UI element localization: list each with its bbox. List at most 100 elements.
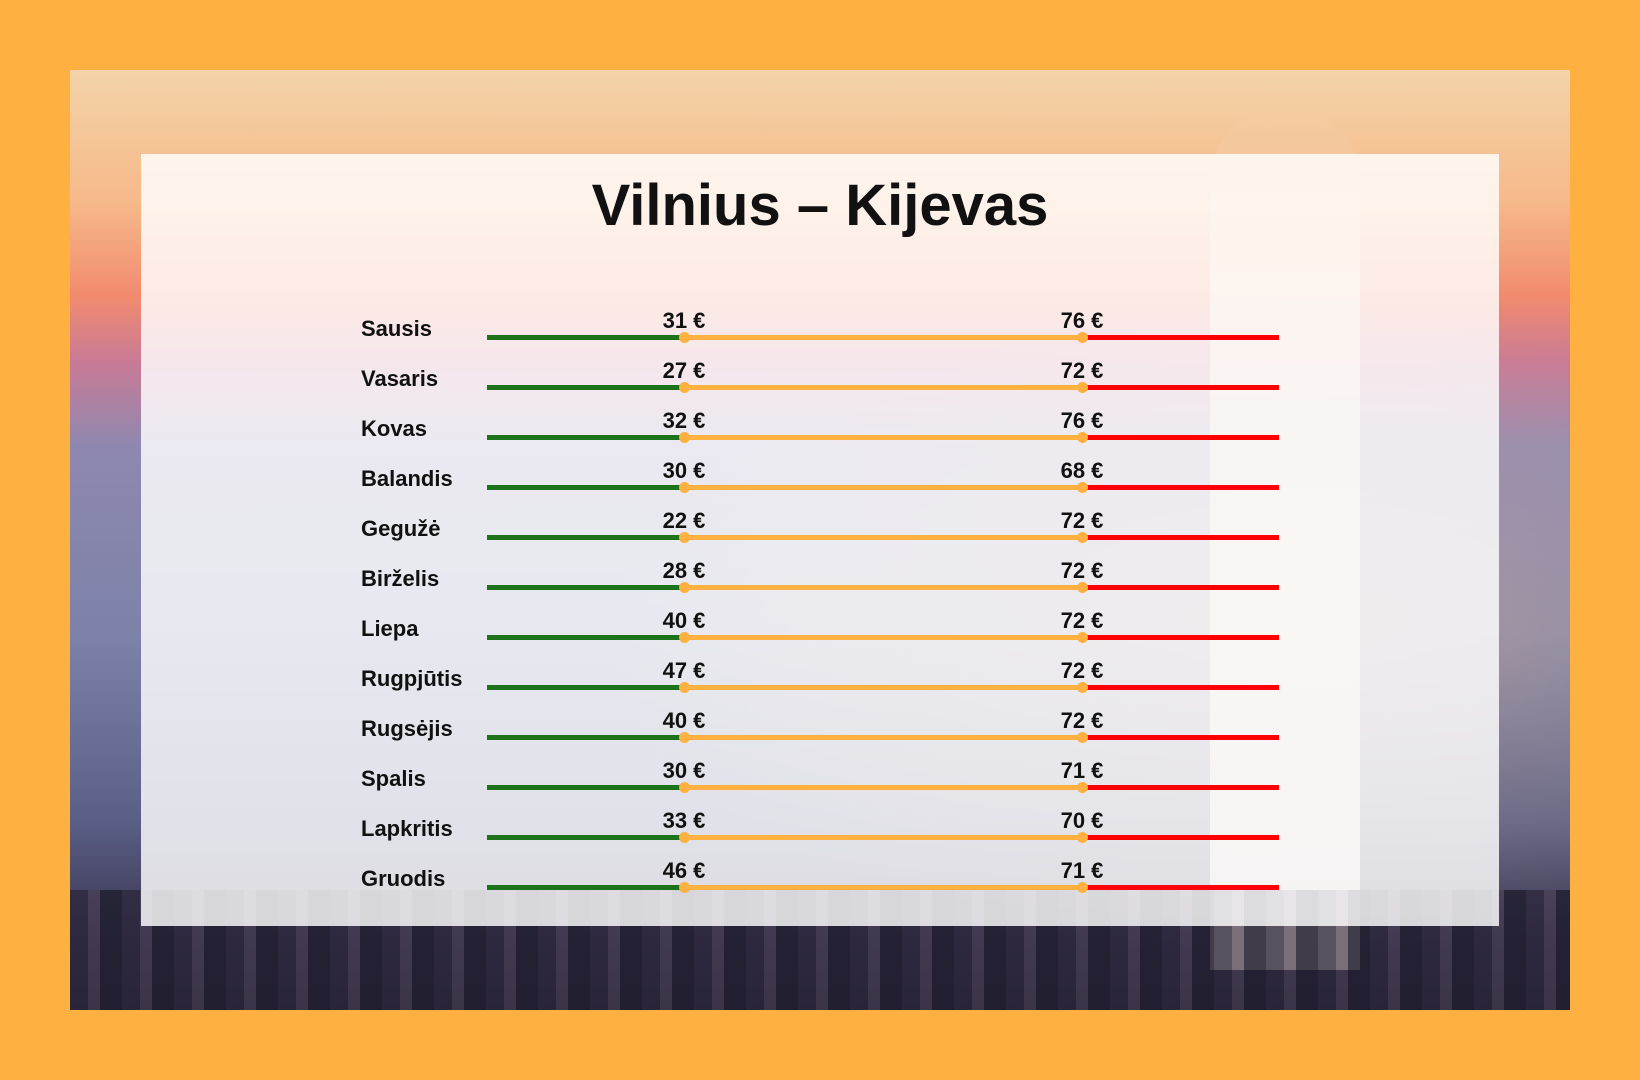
high-price-dot (1077, 382, 1088, 393)
high-price-dot (1077, 582, 1088, 593)
month-label: Gegužė (361, 516, 441, 541)
high-price-dot (1077, 532, 1088, 543)
low-segment (487, 635, 684, 640)
mid-segment (684, 735, 1082, 740)
high-price-dot (1077, 482, 1088, 493)
mid-segment (684, 885, 1082, 890)
month-label: Kovas (361, 416, 428, 441)
low-price-label: 30 € (662, 458, 706, 483)
high-segment (1082, 485, 1279, 490)
high-price-dot (1077, 782, 1088, 793)
mid-segment (684, 385, 1082, 390)
month-label: Rugsėjis (361, 716, 453, 741)
high-price-dot (1077, 682, 1088, 693)
high-price-label: 71 € (1060, 858, 1104, 883)
low-price-dot (679, 582, 690, 593)
high-price-label: 72 € (1060, 658, 1104, 683)
high-segment (1082, 635, 1279, 640)
high-price-label: 70 € (1060, 808, 1104, 833)
high-segment (1082, 535, 1279, 540)
chart-title: Vilnius – Kijevas (591, 173, 1049, 238)
high-price-dot (1077, 332, 1088, 343)
low-price-label: 40 € (662, 608, 706, 633)
high-segment (1082, 685, 1279, 690)
high-segment (1082, 335, 1279, 340)
low-price-label: 28 € (662, 558, 706, 583)
high-price-label: 72 € (1060, 708, 1104, 733)
low-segment (487, 385, 684, 390)
low-price-dot (679, 482, 690, 493)
low-price-dot (679, 332, 690, 343)
low-segment (487, 435, 684, 440)
month-label: Rugpjūtis (361, 666, 463, 691)
mid-segment (684, 785, 1082, 790)
high-price-label: 72 € (1060, 558, 1104, 583)
mid-segment (684, 435, 1082, 440)
mid-segment (684, 585, 1082, 590)
low-segment (487, 585, 684, 590)
high-price-dot (1077, 832, 1088, 843)
chart-row: Liepa 40 € 72 € (0, 608, 1640, 658)
high-price-label: 72 € (1060, 508, 1104, 533)
low-segment (487, 335, 684, 340)
low-price-dot (679, 632, 690, 643)
low-price-dot (679, 882, 690, 893)
low-segment (487, 535, 684, 540)
mid-segment (684, 685, 1082, 690)
mid-segment (684, 535, 1082, 540)
low-price-dot (679, 432, 690, 443)
chart-row: Vasaris 27 € 72 € (0, 358, 1640, 408)
mid-segment (684, 835, 1082, 840)
chart-row: Gruodis 46 € 71 € (0, 858, 1640, 908)
low-price-dot (679, 382, 690, 393)
low-price-label: 22 € (662, 508, 706, 533)
low-price-label: 27 € (662, 358, 706, 383)
chart-row: Gegužė 22 € 72 € (0, 508, 1640, 558)
high-segment (1082, 585, 1279, 590)
low-price-label: 31 € (662, 308, 706, 333)
month-label: Sausis (361, 316, 432, 341)
chart-row: Spalis 30 € 71 € (0, 758, 1640, 808)
low-price-label: 46 € (662, 858, 706, 883)
month-label: Spalis (361, 766, 426, 791)
chart-row: Rugpjūtis 47 € 72 € (0, 658, 1640, 708)
chart-row: Lapkritis 33 € 70 € (0, 808, 1640, 858)
high-price-label: 68 € (1060, 458, 1104, 483)
low-price-dot (679, 682, 690, 693)
chart-panel (141, 154, 1499, 926)
mid-segment (684, 485, 1082, 490)
low-segment (487, 735, 684, 740)
high-segment (1082, 385, 1279, 390)
low-price-dot (679, 832, 690, 843)
high-price-label: 71 € (1060, 758, 1104, 783)
high-price-dot (1077, 882, 1088, 893)
low-price-dot (679, 782, 690, 793)
low-segment (487, 885, 684, 890)
high-price-label: 72 € (1060, 608, 1104, 633)
low-price-label: 47 € (662, 658, 706, 683)
high-segment (1082, 785, 1279, 790)
mid-segment (684, 335, 1082, 340)
chart-row: Kovas 32 € 76 € (0, 408, 1640, 458)
low-price-dot (679, 732, 690, 743)
high-price-dot (1077, 632, 1088, 643)
low-price-label: 40 € (662, 708, 706, 733)
chart-row: Rugsėjis 40 € 72 € (0, 708, 1640, 758)
month-label: Balandis (361, 466, 453, 491)
low-price-label: 30 € (662, 758, 706, 783)
low-price-dot (679, 532, 690, 543)
low-segment (487, 485, 684, 490)
low-price-label: 32 € (662, 408, 706, 433)
month-label: Gruodis (361, 866, 446, 891)
high-price-label: 76 € (1060, 408, 1104, 433)
high-segment (1082, 435, 1279, 440)
high-segment (1082, 735, 1279, 740)
high-segment (1082, 885, 1279, 890)
low-price-label: 33 € (662, 808, 706, 833)
month-label: Birželis (361, 566, 440, 591)
high-price-label: 76 € (1060, 308, 1104, 333)
high-price-dot (1077, 432, 1088, 443)
mid-segment (684, 635, 1082, 640)
low-segment (487, 835, 684, 840)
chart-row: Balandis 30 € 68 € (0, 458, 1640, 508)
